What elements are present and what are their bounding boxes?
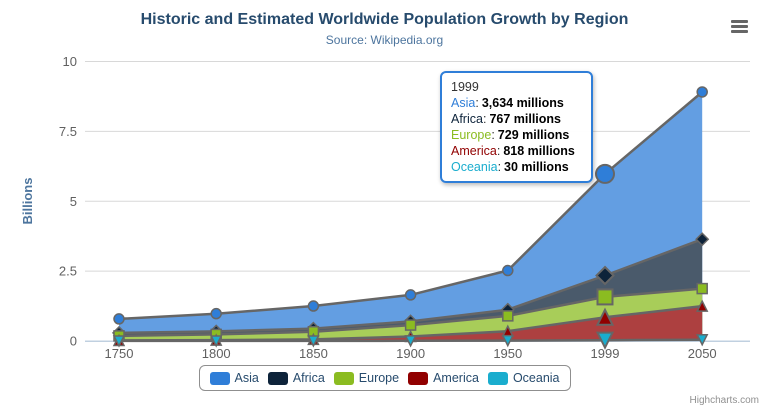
y-axis-label: 7.5	[59, 124, 77, 139]
area-america[interactable]	[119, 306, 703, 341]
point-europe-1900[interactable]	[404, 319, 417, 331]
x-axis-label: 1950	[493, 346, 522, 361]
y-axis-label: 0	[70, 334, 77, 349]
tooltip-series-name: Oceania	[451, 160, 498, 174]
chart-subtitle: Source: Wikipedia.org	[325, 33, 444, 47]
legend-swatch-america	[408, 371, 429, 385]
point-oceania-1750[interactable]	[112, 335, 126, 348]
tooltip-row: America: 818 millions	[451, 143, 582, 159]
point-oceania-1950[interactable]	[501, 334, 515, 348]
tooltip-colon: :	[475, 96, 479, 110]
tooltip-row: Europe: 729 millions	[451, 127, 582, 143]
tooltip-colon: :	[497, 160, 502, 174]
point-oceania-1999[interactable]	[595, 331, 615, 350]
legend-swatch-asia	[209, 371, 230, 385]
point-asia-1950[interactable]	[502, 264, 514, 277]
tooltip-series-value: 729 millions	[497, 128, 570, 142]
y-axis-title: Billions	[20, 178, 35, 225]
x-axis-label: 2050	[688, 346, 717, 361]
tooltip-series-name: Asia	[451, 96, 476, 110]
x-axis-label: 1999	[591, 346, 620, 361]
point-oceania-1900[interactable]	[404, 335, 417, 348]
legend-label: Asia	[234, 371, 259, 385]
legend-swatch-europe	[333, 371, 354, 385]
x-axis-label: 1800	[202, 346, 231, 361]
area-asia[interactable]	[119, 92, 703, 341]
point-asia-1850[interactable]	[307, 300, 320, 312]
legend-item-oceania[interactable]: Oceania	[487, 371, 560, 385]
tooltip-series-name: Africa	[451, 112, 483, 126]
tooltip-colon: :	[491, 128, 495, 142]
legend-item-europe[interactable]: Europe	[333, 371, 400, 385]
point-asia-1750[interactable]	[113, 313, 125, 325]
y-axis-label: 2.5	[59, 264, 77, 279]
credits-link[interactable]: Highcharts.com	[689, 395, 759, 406]
point-asia-1900[interactable]	[404, 289, 417, 301]
point-oceania-1800[interactable]	[209, 335, 223, 348]
legend-item-africa[interactable]: Africa	[267, 371, 325, 385]
legend-swatch-africa	[267, 371, 288, 385]
x-axis-label: 1750	[105, 346, 134, 361]
point-europe-2050[interactable]	[696, 282, 708, 295]
x-axis-label: 1850	[299, 346, 328, 361]
tooltip-series-value: 818 millions	[503, 144, 575, 158]
point-asia-1800[interactable]	[210, 307, 222, 320]
hamburger-menu-icon	[731, 25, 748, 28]
tooltip-header: 1999	[451, 80, 479, 94]
tooltip-series-value: 3,634 millions	[481, 96, 564, 110]
chart-title: Historic and Estimated Worldwide Populat…	[140, 11, 629, 28]
point-oceania-1850[interactable]	[307, 335, 320, 348]
y-axis-label: 5	[70, 194, 77, 209]
legend-item-asia[interactable]: Asia	[209, 371, 259, 385]
y-axis-label: 10	[63, 54, 77, 69]
point-europe-1999[interactable]	[596, 288, 614, 306]
point-america-1999[interactable]	[595, 307, 615, 326]
tooltip-series-value: 767 millions	[489, 112, 561, 126]
legend-label: America	[433, 371, 479, 385]
legend-label: Oceania	[512, 371, 560, 385]
point-europe-1950[interactable]	[502, 310, 514, 322]
tooltip-row: Africa: 767 millions	[451, 111, 582, 127]
x-axis-label: 1900	[396, 346, 425, 361]
legend-label: Europe	[358, 371, 400, 385]
export-menu-button[interactable]	[731, 20, 748, 33]
tooltip-row: Asia: 3,634 millions	[451, 95, 582, 111]
tooltip-row: Oceania: 30 millions	[451, 159, 582, 175]
point-oceania-2050[interactable]	[695, 333, 709, 347]
point-africa-1999[interactable]	[595, 265, 615, 286]
tooltip-series-name: America	[451, 144, 497, 158]
tooltip-colon: :	[482, 112, 487, 126]
hamburger-menu-icon	[731, 20, 748, 23]
legend-label: Africa	[292, 371, 325, 385]
tooltip-colon: :	[496, 144, 501, 158]
tooltip-series-name: Europe	[451, 128, 492, 142]
legend-swatch-oceania	[487, 371, 508, 385]
point-africa-2050[interactable]	[695, 232, 710, 247]
tooltip-series-value: 30 millions	[504, 160, 569, 174]
point-america-2050[interactable]	[695, 299, 709, 312]
legend: Asia Africa Europe America Oceania	[198, 365, 571, 391]
point-asia-2050[interactable]	[696, 86, 708, 98]
point-asia-1999[interactable]	[595, 163, 615, 184]
tooltip: 1999 Asia: 3,634 millions Africa: 767 mill…	[440, 71, 593, 183]
legend-item-america[interactable]: America	[408, 371, 479, 385]
hamburger-menu-icon	[731, 30, 748, 33]
